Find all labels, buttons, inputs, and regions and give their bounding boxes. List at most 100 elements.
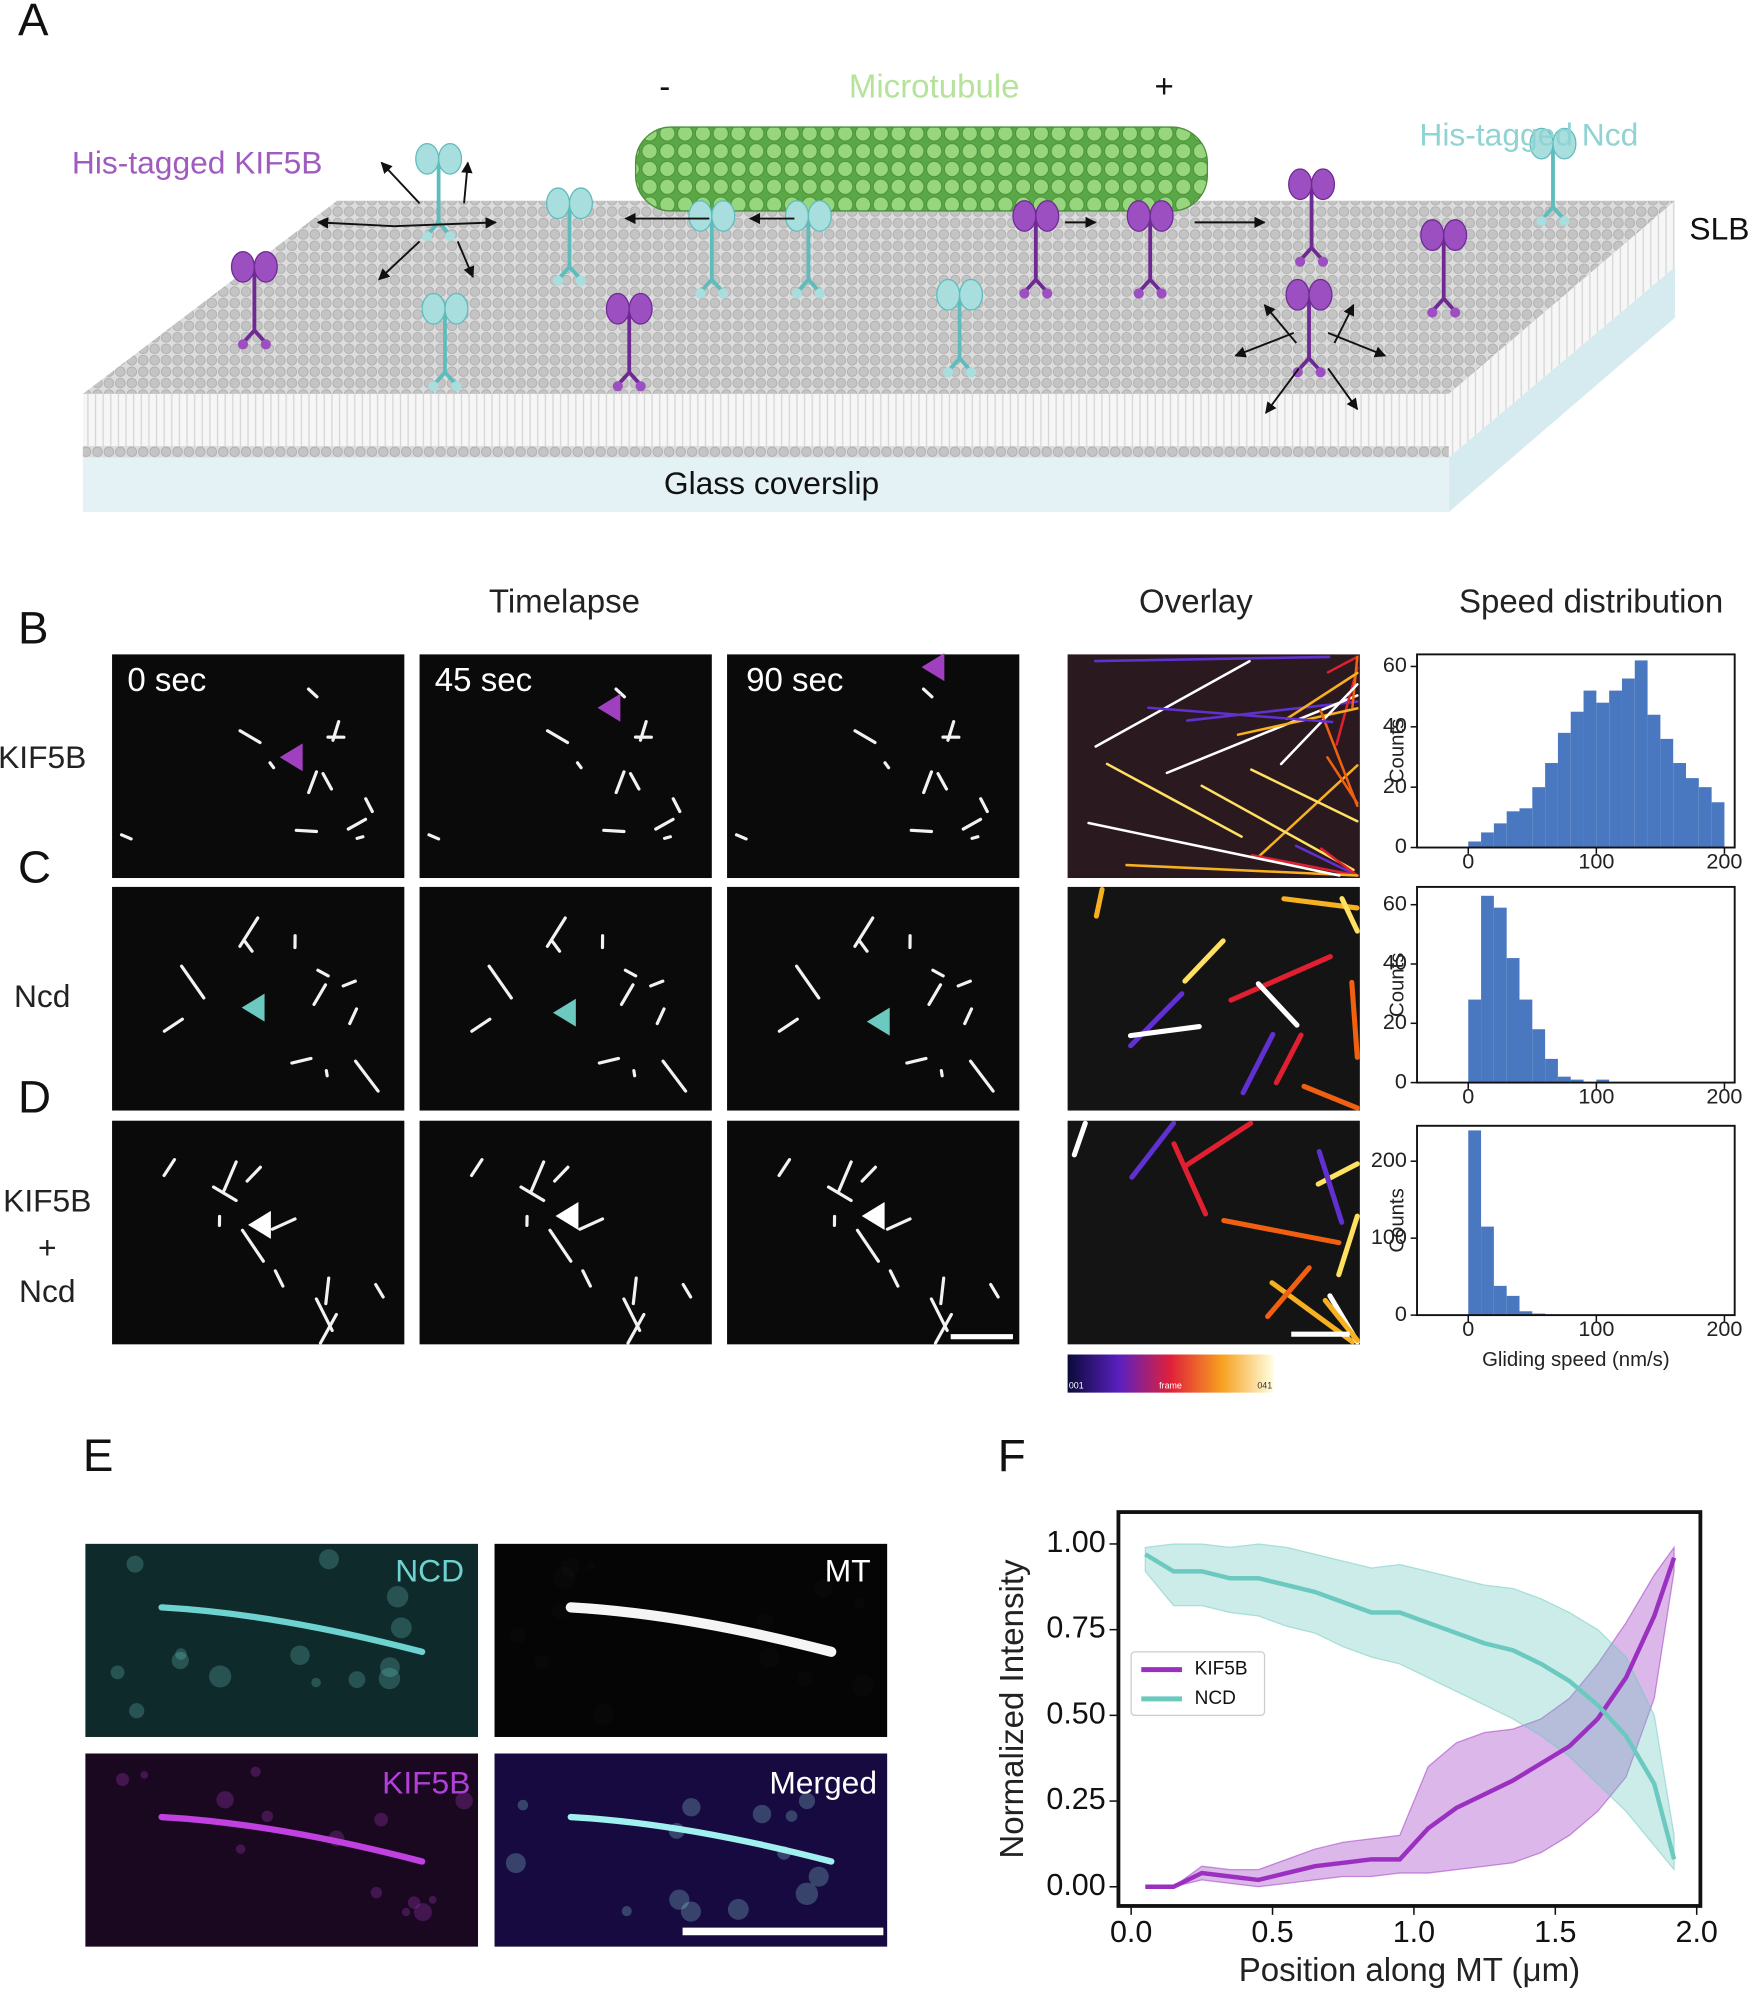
arrowhead-marker	[241, 993, 265, 1022]
filament	[529, 1160, 546, 1193]
histogram-bar	[1519, 1311, 1533, 1316]
noise-spot	[854, 1597, 866, 1609]
filament	[290, 1056, 313, 1065]
noise-spot	[110, 1665, 125, 1680]
confidence-band	[1144, 1543, 1675, 1872]
motor-head	[688, 200, 713, 232]
noise-spot	[727, 1898, 749, 1920]
plus-end: +	[1155, 68, 1174, 105]
motor-head	[568, 187, 594, 220]
noise-spot	[216, 1791, 234, 1809]
filament	[921, 687, 934, 699]
filament	[922, 770, 934, 795]
noise-spot	[851, 1674, 875, 1697]
overlay-filament	[1093, 655, 1331, 663]
filament	[968, 1059, 995, 1093]
overlay-filament	[1301, 1083, 1360, 1111]
motor-foot	[552, 275, 564, 286]
noise-spot	[551, 1603, 567, 1619]
filament	[238, 729, 262, 745]
filament	[545, 916, 567, 948]
noise-spot	[348, 1671, 366, 1688]
histogram-bar	[1609, 690, 1622, 848]
filament	[427, 833, 441, 841]
arrowhead-marker	[866, 1007, 890, 1036]
motor-head	[1288, 168, 1313, 201]
motor-head	[230, 250, 256, 283]
histogram-bar	[1506, 1295, 1520, 1316]
filament	[119, 833, 133, 841]
micrograph	[419, 1120, 712, 1345]
filament	[622, 1297, 642, 1333]
noise-spot	[752, 1804, 772, 1824]
overlay-filament	[1294, 844, 1359, 877]
glass-front	[82, 457, 1449, 513]
filament	[578, 1217, 605, 1231]
x-axis-label: Position along MT (μm)	[1239, 1951, 1580, 1988]
x-tick-label: 0	[1462, 848, 1474, 873]
filament	[927, 983, 943, 1006]
histogram-bar	[1673, 763, 1687, 848]
axes-frame	[1416, 1124, 1736, 1317]
y-tick-label: 0	[1395, 1068, 1407, 1093]
header: Timelapse	[489, 582, 640, 619]
histogram-bar	[1506, 958, 1520, 1083]
overlay-filament	[1349, 979, 1360, 1060]
arrow	[378, 240, 421, 281]
y-tick-label: 60	[1383, 890, 1407, 915]
x-tick-label: 100	[1578, 1084, 1614, 1109]
motor-head	[936, 278, 961, 311]
noise-spot	[593, 1703, 615, 1725]
filament	[348, 1007, 359, 1026]
x-tick-label: 200	[1706, 1316, 1742, 1341]
filament	[979, 797, 989, 814]
overlay-filament	[1181, 1120, 1254, 1170]
charts: 0 100 200 0 20 40 60 Counts 0 100 200 0 20 40 60 Counts…	[993, 652, 1743, 1988]
filament	[318, 1312, 338, 1345]
y-tick-label: 20	[1383, 773, 1407, 798]
filament	[273, 1269, 285, 1288]
noise-spot	[290, 1645, 310, 1665]
fluorescence-image	[494, 1543, 888, 1737]
motor-foot	[1559, 216, 1570, 227]
histogram-bar	[1545, 1058, 1558, 1083]
arrowhead-marker	[555, 1202, 579, 1230]
histogram-bar	[1468, 841, 1482, 848]
filament	[240, 1228, 265, 1263]
motor-head	[711, 200, 736, 232]
motor-head	[1126, 200, 1151, 232]
noise-spot	[795, 1882, 819, 1905]
filament	[855, 1228, 880, 1263]
filament	[245, 1165, 262, 1183]
overlay-filament	[1182, 938, 1226, 984]
micrograph	[419, 886, 712, 1111]
motor-feet	[946, 355, 973, 373]
filament	[671, 797, 682, 814]
filament	[777, 1158, 792, 1178]
micrograph	[112, 654, 405, 879]
x-tick-label: 200	[1706, 848, 1742, 873]
filament	[860, 1165, 877, 1183]
y-tick-label: 40	[1383, 950, 1407, 975]
filament	[324, 1069, 329, 1078]
noise-spot	[140, 1771, 149, 1779]
motor-foot	[260, 339, 271, 350]
microtubule	[634, 126, 1209, 212]
motor-head	[628, 292, 653, 325]
histogram-bar	[1519, 999, 1533, 1083]
noise-spot	[413, 1903, 432, 1922]
arrowhead-marker	[248, 1210, 271, 1239]
noise-spot	[785, 1810, 798, 1822]
overlay-filament	[1322, 1297, 1360, 1343]
row-label: KIF5B	[0, 739, 86, 775]
filament	[777, 1017, 799, 1033]
overlay-filament	[1165, 694, 1359, 775]
membrane-diagram	[82, 126, 1675, 513]
arrowhead-marker	[597, 693, 621, 722]
series-line	[1144, 1552, 1677, 1860]
y-axis-label: Counts	[1386, 953, 1408, 1017]
motor-foot	[965, 367, 977, 378]
overlay-filament	[1339, 896, 1360, 934]
noise-spot	[378, 1667, 401, 1690]
